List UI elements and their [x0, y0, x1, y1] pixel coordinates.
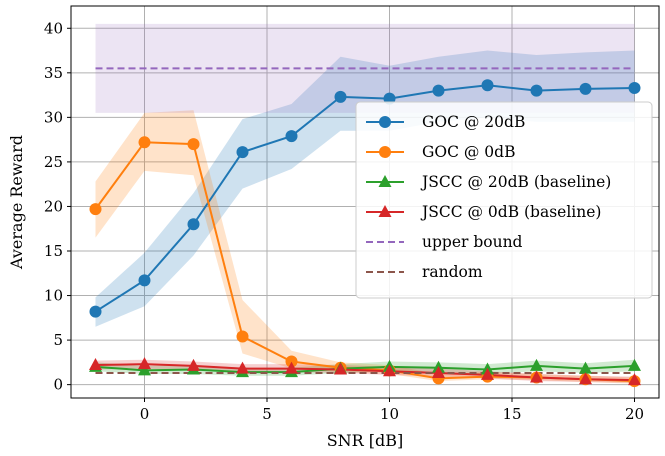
- goc-20db-line: [94, 84, 635, 313]
- legend-marker: [379, 116, 391, 128]
- jscc-0db-baseline-point: [530, 370, 543, 383]
- y-tick-label: 20: [44, 197, 63, 215]
- goc-20db-point: [579, 82, 592, 95]
- jscc-0db-baseline-point: [285, 361, 298, 374]
- y-tick-label: 0: [53, 376, 63, 394]
- jscc-0db-baseline-line: [95, 363, 635, 382]
- x-tick-label: 10: [380, 405, 399, 423]
- series-markers: [89, 79, 641, 388]
- jscc-0db-baseline-point: [138, 357, 151, 370]
- goc-20db-point: [138, 274, 151, 287]
- goc-20db-point: [530, 84, 543, 97]
- jscc-20db-baseline-point: [628, 358, 641, 371]
- y-tick-label: 30: [44, 108, 63, 126]
- goc-0db-point: [89, 203, 102, 216]
- goc-20db-point: [334, 90, 347, 103]
- jscc-0db-baseline-point: [628, 373, 641, 386]
- y-axis-label: Average Reward: [7, 135, 26, 270]
- jscc-20db-baseline-point: [138, 363, 151, 376]
- goc-20db-point: [89, 305, 102, 318]
- jscc-0db-baseline-point: [89, 358, 102, 371]
- legend-marker: [378, 175, 392, 187]
- y-tick-label: 15: [44, 242, 63, 260]
- jscc-0db-baseline-point: [579, 372, 592, 385]
- legend-label: JSCC @ 0dB (baseline): [420, 203, 601, 221]
- goc-20db-point: [236, 146, 249, 159]
- x-tick-label: 5: [262, 405, 272, 423]
- goc-0db-point: [138, 136, 151, 149]
- jscc-0db-baseline-point: [236, 361, 249, 374]
- legend-entry-jscc-0db-baseline: JSCC @ 0dB (baseline): [366, 203, 601, 221]
- goc-0db-point: [285, 355, 298, 368]
- y-tick-label: 10: [44, 287, 63, 305]
- x-tick-label: 15: [502, 405, 521, 423]
- jscc-20db-baseline-point: [530, 358, 543, 371]
- y-tick-label: 5: [53, 331, 63, 349]
- legend-entry-goc-0db: GOC @ 0dB: [366, 143, 515, 161]
- goc-20db-point: [432, 84, 445, 97]
- goc-20db-point: [285, 130, 298, 143]
- goc-20db-point: [628, 81, 641, 94]
- jscc-0db-baseline-point: [187, 358, 200, 371]
- goc-20db-point: [481, 79, 494, 92]
- legend-label: GOC @ 0dB: [422, 143, 515, 161]
- legend-entry-goc-20db: GOC @ 20dB: [366, 113, 525, 131]
- legend-entry-random: random: [366, 263, 483, 281]
- legend-box: [355, 101, 653, 299]
- plot-frame: [70, 5, 660, 399]
- jscc-20db-baseline-point: [579, 361, 592, 374]
- legend-label: GOC @ 20dB: [422, 113, 525, 131]
- x-axis-label: SNR [dB]: [327, 431, 404, 450]
- legend-label: random: [422, 263, 483, 281]
- legend-label: upper bound: [422, 233, 523, 251]
- goc-0db-point: [236, 330, 249, 343]
- goc-0db-band: [95, 110, 635, 384]
- legend-entry-jscc-20db-baseline: JSCC @ 20dB (baseline): [366, 173, 611, 191]
- y-tick-label: 35: [44, 64, 63, 82]
- axis-ticks: 0 5 10 15 20 0 5 10 15 20 25 30 35 40: [44, 19, 644, 423]
- jscc-0db-baseline-point: [481, 367, 494, 380]
- legend-label: JSCC @ 20dB (baseline): [420, 173, 611, 191]
- jscc-20db-baseline-line: [95, 364, 635, 374]
- jscc-0db-baseline-point: [432, 366, 445, 379]
- goc-0db-point: [187, 138, 200, 151]
- legend: GOC @ 20dB GOC @ 0dB JSCC @ 20dB (baseline…: [355, 101, 653, 299]
- legend-marker: [379, 146, 391, 158]
- legend-entry-upper-bound: upper bound: [366, 233, 523, 251]
- jscc-0db-baseline-point: [334, 362, 347, 375]
- y-tick-label: 25: [44, 153, 63, 171]
- goc-20db-point: [187, 218, 200, 231]
- y-tick-label: 40: [44, 19, 63, 37]
- legend-marker: [378, 205, 392, 217]
- x-tick-label: 0: [140, 405, 150, 423]
- x-tick-label: 20: [625, 405, 644, 423]
- series-lines: [94, 67, 635, 383]
- jscc-0db-baseline-point: [383, 364, 396, 377]
